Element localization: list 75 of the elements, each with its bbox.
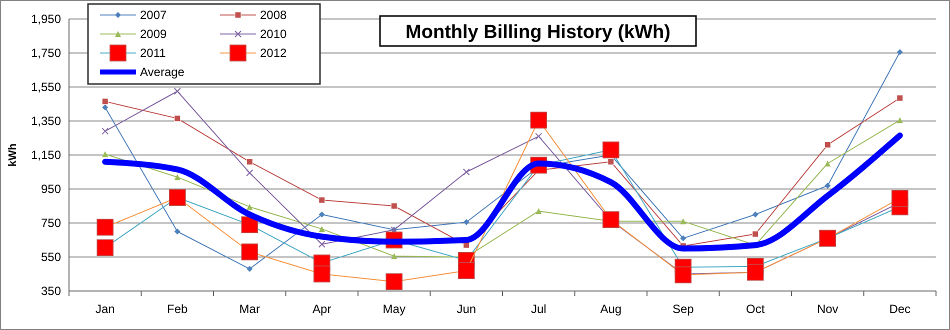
point <box>462 168 470 176</box>
x-tick-label: Dec <box>889 302 911 316</box>
y-axis-title: kWh <box>7 143 19 167</box>
legend-label: 2011 <box>140 46 166 60</box>
legend-label: 2008 <box>260 8 288 22</box>
y-tick-label: 750 <box>40 216 62 230</box>
point <box>463 219 470 226</box>
x-tick-label: Jul <box>530 302 546 316</box>
legend-label: 2012 <box>260 46 288 60</box>
x-tick-label: Feb <box>167 302 188 316</box>
y-tick-label: 1,150 <box>30 148 62 162</box>
point <box>102 104 108 110</box>
chart-title: Monthly Billing History (kWh) <box>406 22 670 43</box>
point <box>680 218 686 224</box>
x-tick-label: Mar <box>239 302 260 316</box>
point <box>752 230 759 238</box>
point <box>458 262 475 279</box>
y-tick-label: 550 <box>40 250 62 264</box>
point <box>246 158 253 166</box>
point <box>102 98 108 105</box>
point <box>752 212 758 218</box>
x-tick-label: Aug <box>600 302 622 316</box>
y-tick-label: 1,750 <box>30 46 62 60</box>
point <box>896 94 904 102</box>
point <box>674 266 692 284</box>
legend-label: 2007 <box>140 8 168 22</box>
point <box>313 266 330 282</box>
point <box>241 244 258 260</box>
point <box>102 151 108 158</box>
point <box>891 190 908 207</box>
point <box>824 142 831 148</box>
point <box>391 253 398 260</box>
point <box>174 228 180 234</box>
point <box>824 182 831 189</box>
point <box>530 112 548 129</box>
point <box>96 239 114 256</box>
x-tick-label: Jun <box>456 302 476 316</box>
x-tick-label: Apr <box>312 302 332 316</box>
point <box>96 218 114 236</box>
legend-label: Average <box>140 65 185 80</box>
point <box>536 208 542 214</box>
legend-label: 2009 <box>140 27 168 42</box>
point <box>535 132 542 140</box>
point <box>318 240 326 248</box>
point <box>246 266 253 272</box>
point <box>608 158 614 166</box>
x-tick-label: Nov <box>816 302 838 316</box>
point <box>824 160 831 166</box>
y-tick-label: 1,950 <box>30 12 62 26</box>
point <box>174 115 181 122</box>
point <box>602 211 620 228</box>
point <box>174 174 180 180</box>
point <box>390 202 398 210</box>
x-tick-label: Oct <box>746 302 766 316</box>
x-tick-label: Jan <box>95 302 115 316</box>
y-tick-label: 950 <box>40 182 62 196</box>
x-tick-label: Sep <box>672 302 694 316</box>
point <box>174 88 181 95</box>
point <box>318 196 326 204</box>
point <box>680 235 686 242</box>
y-tick-label: 1,550 <box>30 80 62 94</box>
point <box>318 226 325 232</box>
legend-label: 2010 <box>260 27 288 42</box>
point <box>602 142 620 158</box>
y-tick-label: 350 <box>40 284 62 298</box>
point <box>102 128 109 135</box>
point <box>896 49 903 56</box>
point <box>746 264 764 281</box>
point <box>386 273 403 290</box>
point <box>246 169 254 176</box>
point <box>896 117 903 124</box>
x-tick-label: May <box>382 302 406 316</box>
y-tick-label: 1,350 <box>30 114 62 128</box>
point <box>246 204 253 210</box>
point <box>318 212 325 218</box>
